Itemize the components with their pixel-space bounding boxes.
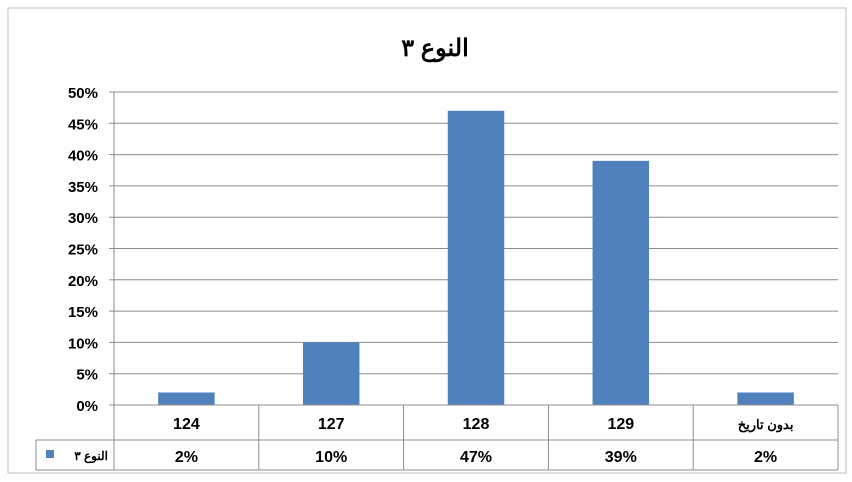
- data-value-label: 2%: [754, 449, 777, 466]
- data-table: 124 127 128 129 بدون تاريخ 2% 10% 47% 39% 2% النوع…: [35, 404, 839, 471]
- data-value-label: 47%: [460, 449, 492, 466]
- y-tick-label: 35%: [68, 179, 98, 196]
- y-tick-label: 40%: [68, 148, 98, 165]
- x-category-label: 129: [607, 416, 634, 433]
- bar-129: [592, 160, 650, 405]
- y-tick-label: 25%: [68, 242, 98, 259]
- y-tick-label: 10%: [68, 335, 98, 352]
- y-tick-label: 50%: [68, 85, 98, 102]
- bar-بدون تاريخ: [737, 392, 794, 405]
- y-tick-label: 5%: [76, 367, 98, 384]
- bar-128: [447, 110, 505, 405]
- y-tick-label: 0%: [76, 398, 98, 415]
- legend-series-name: النوع ٣: [74, 449, 108, 464]
- bars: [158, 110, 794, 405]
- y-axis-tick-labels: 0% 5% 10% 15% 20% 25% 30% 35% 40% 45% 50%: [68, 85, 98, 415]
- x-category-label: بدون تاريخ: [738, 417, 794, 433]
- x-category-label: 124: [173, 416, 200, 433]
- data-value-label: 2%: [175, 449, 198, 466]
- x-category-label: 127: [318, 416, 345, 433]
- chart-frame: [7, 7, 847, 474]
- bar-124: [158, 392, 215, 405]
- chart-title: النوع ٣: [401, 35, 469, 63]
- y-tick-label: 15%: [68, 304, 98, 321]
- y-tick-label: 20%: [68, 273, 98, 290]
- x-category-label: 128: [463, 416, 490, 433]
- y-tick-label: 45%: [68, 116, 98, 133]
- legend-swatch: [46, 450, 54, 458]
- data-value-label: 39%: [605, 449, 637, 466]
- bar-127: [302, 342, 360, 405]
- y-tick-label: 30%: [68, 210, 98, 227]
- data-value-label: 10%: [315, 449, 347, 466]
